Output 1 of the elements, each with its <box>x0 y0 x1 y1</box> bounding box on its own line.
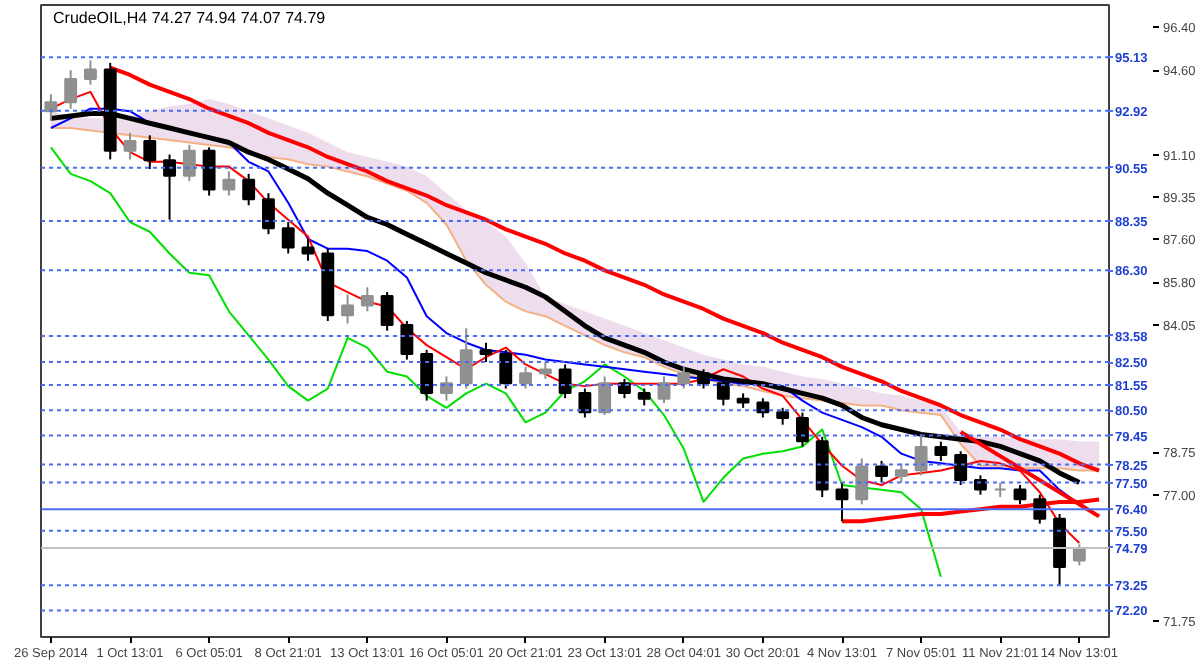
chart-title: CrudeOIL,H4 74.27 74.94 74.07 74.79 <box>53 9 327 27</box>
